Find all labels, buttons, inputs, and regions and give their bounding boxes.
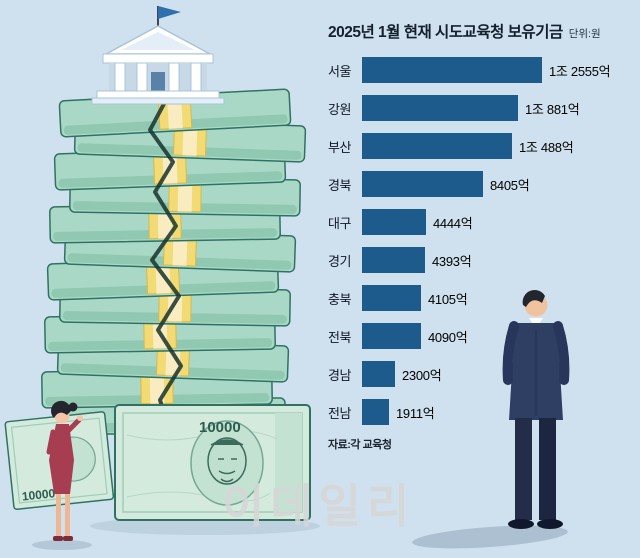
bar-row: 강원 1조 881억 (328, 89, 638, 127)
bar-category-label: 충북 (328, 291, 351, 307)
bar-category-label: 전북 (328, 329, 351, 345)
bar-value-label: 4105억 (428, 291, 468, 307)
chart-title: 2025년 1월 현재 시도교육청 보유기금 (328, 24, 563, 41)
bar-category-label: 대구 (328, 215, 351, 231)
bar-category-label: 서울 (328, 63, 351, 79)
bar-value-label: 8405억 (490, 177, 530, 193)
bar-value-label: 1911억 (396, 405, 435, 421)
bar-row: 전북 4090억 (328, 317, 638, 355)
bar (362, 171, 483, 197)
banknote-10000: 10000 (114, 404, 311, 521)
bar-row: 부산 1조 488억 (328, 127, 638, 165)
bar-category-label: 경북 (328, 177, 351, 193)
chart-unit-label: 단위:원 (568, 28, 601, 40)
bar-row: 충북 4105억 (328, 279, 638, 317)
man-figure (502, 290, 570, 529)
crack-line (148, 99, 183, 435)
bar (362, 399, 389, 425)
bar (362, 247, 425, 273)
banknote-small-value-label: 10000 (21, 486, 56, 503)
bar-value-label: 4444억 (433, 215, 473, 231)
bar (362, 95, 518, 121)
banknote-stack (40, 88, 307, 435)
bar-value-label: 1조 2555억 (549, 63, 611, 79)
bar-value-label: 4090억 (428, 329, 468, 345)
bar (362, 57, 542, 83)
school-building-icon (91, 6, 225, 105)
bar-row: 대구 4444억 (328, 203, 638, 241)
bar-category-label: 부산 (328, 139, 351, 155)
bar-value-label: 1조 881억 (525, 101, 580, 117)
bar-row: 경기 4393억 (328, 241, 638, 279)
bar (362, 323, 421, 349)
bar-row: 서울 1조 2555억 (328, 51, 638, 89)
chart-header: 2025년 1월 현재 시도교육청 보유기금 단위:원 (328, 20, 638, 42)
bar-category-label: 경남 (328, 367, 351, 383)
bar (362, 285, 421, 311)
bar-row: 경북 8405억 (328, 165, 638, 203)
banknote-value-label: 10000 (199, 419, 241, 436)
woman-figure (46, 400, 83, 541)
bar (362, 361, 395, 387)
bar-value-label: 4393억 (432, 253, 472, 269)
bar-row: 전남 1911억 (328, 393, 638, 431)
bar (362, 209, 426, 235)
bar-value-label: 2300억 (402, 367, 442, 383)
portrait-face (207, 437, 247, 485)
bar (362, 133, 512, 159)
bar-value-label: 1조 488억 (519, 139, 574, 155)
bar-category-label: 경기 (328, 253, 351, 269)
chart-source: 자료:각 교육청 (328, 439, 392, 451)
bar-category-label: 강원 (328, 101, 351, 117)
ground-shadows (32, 517, 568, 550)
bar-category-label: 전남 (328, 405, 351, 421)
bar-row: 경남 2300억 (328, 355, 638, 393)
